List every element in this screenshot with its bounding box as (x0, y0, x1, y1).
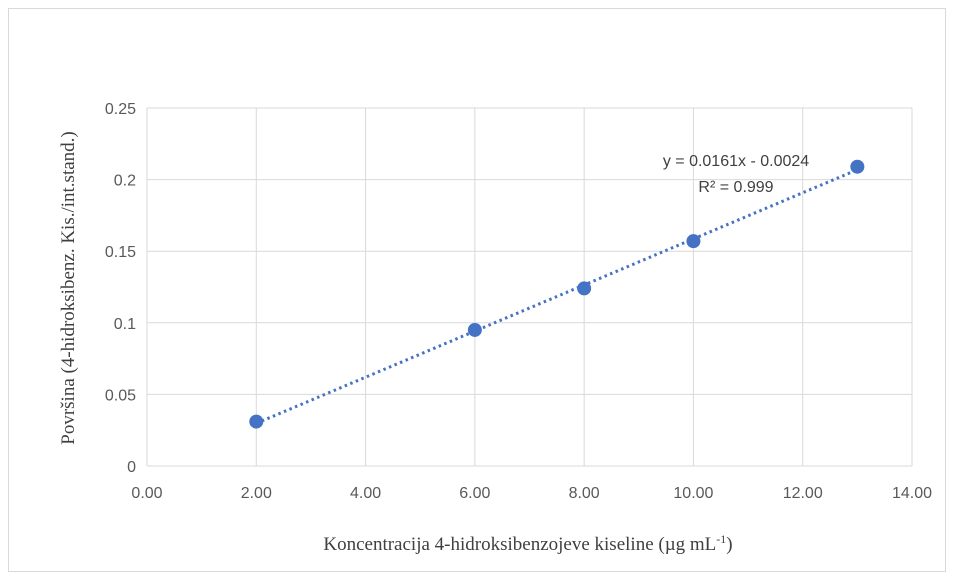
y-tick-label: 0.25 (105, 101, 136, 118)
x-axis-title: Koncentracija 4-hidroksibenzojeve kiseli… (323, 532, 732, 555)
x-tick-label: 10.00 (673, 485, 713, 502)
data-points (249, 159, 865, 429)
trendline-equation: y = 0.0161x - 0.0024 (663, 153, 809, 170)
x-axis-title-end: ) (726, 534, 732, 555)
x-tick-label: 14.00 (892, 485, 932, 502)
data-point (467, 322, 482, 337)
x-tick-label: 12.00 (783, 485, 823, 502)
gridlines (146, 107, 913, 467)
trendline (255, 168, 858, 425)
x-axis-ticks: 0.00 2.00 4.00 6.00 8.00 10.00 12.00 14.00 (131, 485, 932, 502)
trendline-r-squared: R² = 0.999 (698, 179, 773, 196)
data-point (577, 281, 592, 296)
x-tick-label: 6.00 (459, 485, 490, 502)
y-tick-label: 0.1 (114, 316, 136, 333)
chart-area (8, 8, 946, 572)
data-point (850, 159, 865, 174)
x-tick-label: 8.00 (569, 485, 600, 502)
x-axis-title-superscript: -1 (716, 532, 726, 546)
data-point (249, 414, 264, 429)
x-tick-label: 0.00 (131, 485, 162, 502)
y-axis-ticks: 0 0.05 0.1 0.15 0.2 0.25 (105, 101, 136, 476)
x-axis-title-main: Koncentracija 4-hidroksibenzojeve kiseli… (323, 534, 716, 555)
data-point (686, 234, 701, 249)
y-tick-label: 0.15 (105, 244, 136, 261)
trendline-group (255, 168, 858, 425)
y-tick-label: 0.2 (114, 173, 136, 190)
x-tick-label: 2.00 (241, 485, 272, 502)
y-axis-title: Površina (4-hidroksibenz. Kis./int.stand… (58, 131, 79, 444)
y-tick-label: 0.05 (105, 387, 136, 404)
y-tick-label: 0 (127, 459, 136, 476)
x-tick-label: 4.00 (350, 485, 381, 502)
